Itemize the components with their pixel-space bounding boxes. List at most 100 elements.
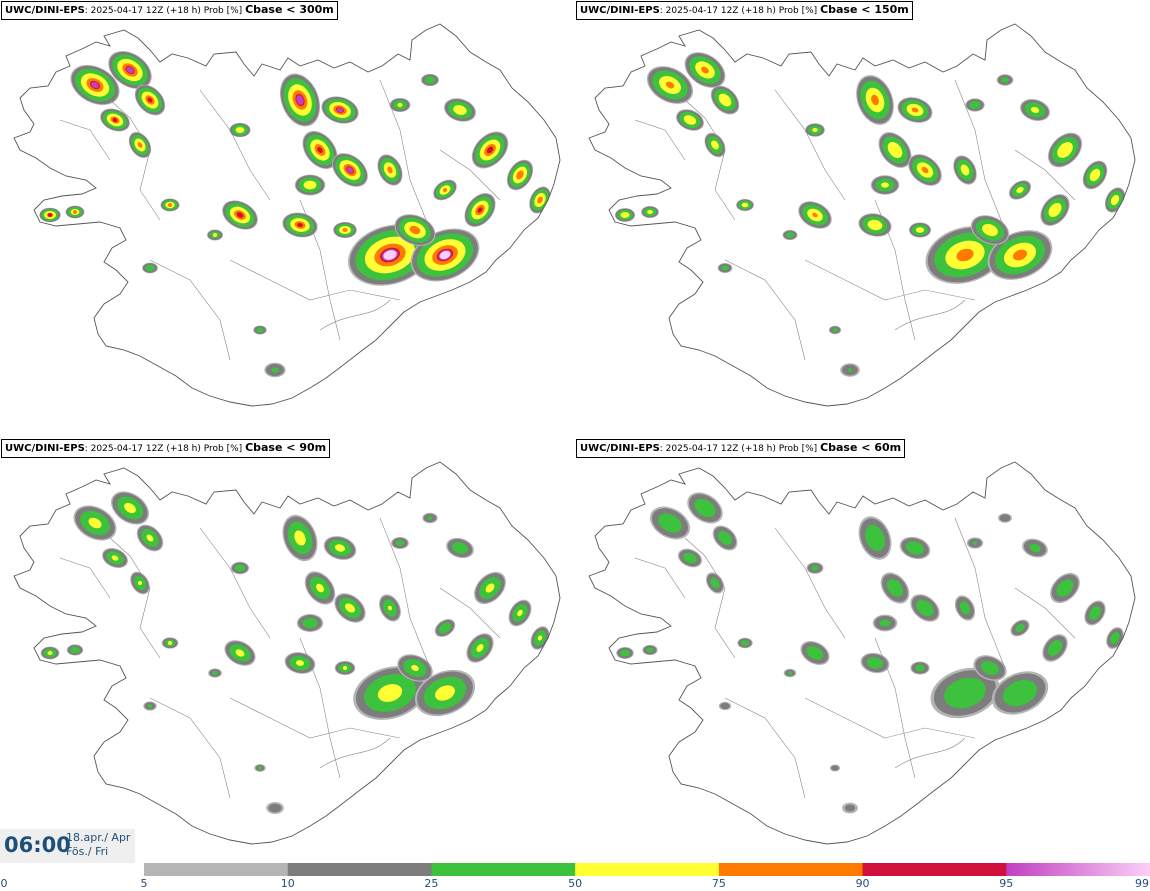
panel-title: UWC/DINI-EPS: 2025-04-17 12Z (+18 h) Pro…: [576, 1, 913, 20]
map-panel-4: UWC/DINI-EPS: 2025-04-17 12Z (+18 h) Pro…: [575, 438, 1150, 871]
probability-contour: [741, 202, 749, 208]
probability-contour: [812, 128, 818, 132]
probability-contour: [887, 142, 903, 158]
border-line: [1014, 587, 1076, 639]
colorbar-tick-label: 99: [1135, 877, 1149, 890]
probability-contour: [1000, 77, 1010, 83]
probability-contour: [336, 107, 344, 113]
probability-contour: [91, 81, 99, 89]
probability-contour: [48, 213, 52, 217]
probability-contour: [871, 94, 879, 106]
probability-contour: [905, 541, 925, 555]
probability-contour: [811, 565, 819, 571]
colorbar: [144, 863, 1150, 876]
probability-contour: [915, 664, 925, 672]
probability-contour: [517, 609, 523, 617]
probability-contour: [1057, 142, 1073, 158]
border-line: [59, 557, 111, 599]
border-line: [439, 149, 501, 201]
valid-date: 18.apr./ Apr Fös./ Fri: [66, 831, 130, 859]
panel-title: UWC/DINI-EPS: 2025-04-17 12Z (+18 h) Pro…: [576, 439, 906, 458]
probability-contour: [844, 804, 856, 812]
probability-contour: [620, 649, 630, 657]
border-line: [299, 637, 341, 779]
iceland-probability-map: [13, 461, 561, 845]
model-name: UWC/DINI-EPS: [5, 5, 85, 16]
title-sep: :: [84, 6, 91, 16]
border-line: [634, 119, 686, 161]
border-line: [109, 99, 161, 221]
probability-contour: [831, 765, 839, 771]
title-sep: :: [659, 6, 666, 16]
probability-contour: [124, 502, 136, 514]
probability-contour: [867, 219, 883, 231]
border-line: [229, 697, 401, 739]
map-panel-1: UWC/DINI-EPS: 2025-04-17 12Z (+18 h) Pro…: [0, 0, 575, 433]
colorbar-tick-label: 90: [855, 877, 870, 890]
probability-contour: [972, 541, 978, 545]
run-info: 2025-04-17 12Z (+18 h) Prob [%]: [665, 444, 818, 454]
colorbar-tick-label: 25: [424, 877, 439, 890]
probability-contour: [235, 126, 245, 134]
border-line: [199, 527, 271, 639]
probability-contour: [982, 223, 998, 237]
border-line: [109, 537, 161, 659]
probability-contour: [960, 164, 970, 176]
colorbar-tick-label: 10: [280, 877, 295, 890]
probability-contour: [944, 677, 986, 709]
probability-contour: [741, 640, 749, 646]
probability-contour: [721, 265, 729, 271]
probability-contour: [236, 212, 244, 218]
probability-contour: [999, 514, 1011, 522]
colorbar-segment: [575, 863, 720, 876]
run-info: 2025-04-17 12Z (+18 h) Prob [%]: [665, 6, 818, 16]
probability-contour: [477, 207, 483, 213]
colorbar-tick-label: 0: [0, 877, 8, 890]
probability-contour: [296, 95, 304, 105]
border-line: [1014, 149, 1076, 201]
border-line: [319, 299, 391, 331]
probability-contour: [711, 140, 719, 150]
probability-contour: [387, 166, 393, 174]
border-line: [954, 517, 1006, 669]
parameter-name: Cbase < 60m: [820, 441, 902, 454]
parameter-name: Cbase < 300m: [245, 3, 334, 16]
probability-contour: [832, 328, 838, 332]
probability-contour: [213, 233, 217, 237]
probability-contour: [959, 601, 971, 615]
probability-contour: [147, 704, 153, 708]
probability-contour: [212, 671, 218, 675]
probability-contour: [387, 605, 393, 611]
iceland-probability-map: [588, 23, 1136, 407]
probability-contour: [343, 666, 347, 670]
probability-contour: [969, 101, 981, 109]
probability-contour: [303, 180, 317, 190]
colorbar-segment: [431, 863, 576, 876]
probability-contour: [137, 142, 143, 148]
probability-contour: [476, 644, 484, 652]
probability-contour: [346, 167, 354, 173]
probability-contour: [396, 540, 404, 546]
probability-contour: [88, 517, 102, 529]
border-line: [149, 697, 231, 799]
title-sep: :: [84, 444, 91, 454]
probability-contour: [438, 622, 452, 634]
probability-contour: [397, 103, 403, 107]
probability-contour: [295, 660, 305, 666]
probability-contour: [921, 166, 929, 174]
probability-contour: [256, 327, 264, 333]
probability-contour: [881, 182, 889, 188]
border-line: [874, 637, 916, 779]
probability-contour: [718, 530, 732, 546]
probability-contour: [317, 146, 323, 154]
border-line: [724, 697, 806, 799]
probability-contour: [1110, 194, 1120, 206]
probability-contour: [866, 657, 884, 669]
probability-contour: [1012, 249, 1028, 261]
probability-contour: [73, 210, 77, 214]
probability-contour: [886, 579, 904, 597]
probability-contour: [1056, 579, 1074, 597]
probability-contour: [70, 646, 80, 654]
border-line: [724, 259, 806, 361]
probability-contour: [1048, 202, 1062, 218]
